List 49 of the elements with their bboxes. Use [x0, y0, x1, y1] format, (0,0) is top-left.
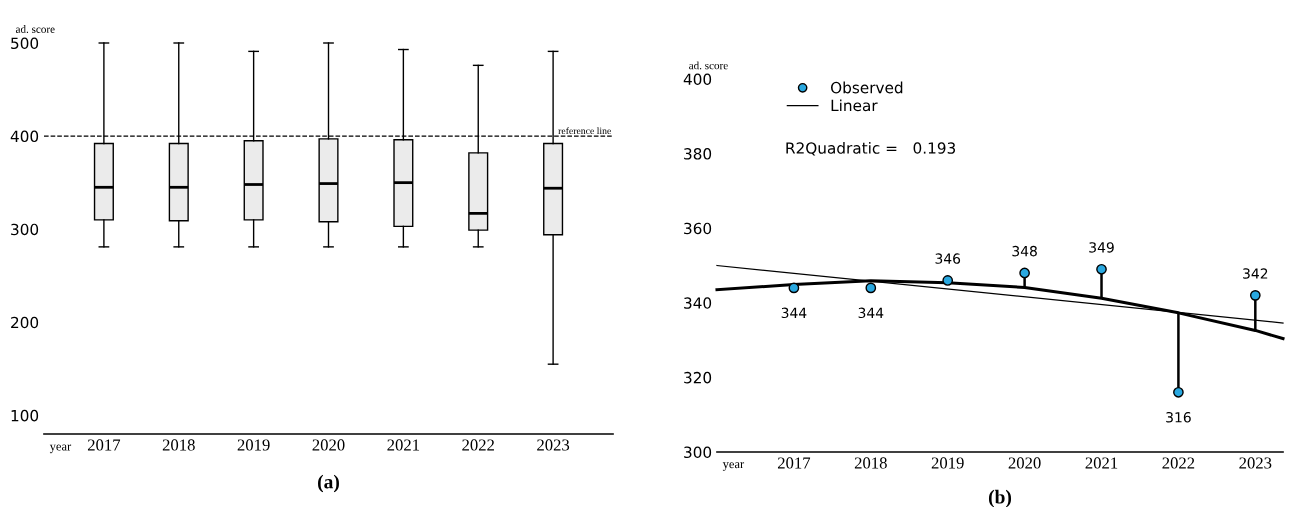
- point: [1249, 289, 1261, 301]
- point: [1173, 386, 1184, 398]
- x-tick-label: 2017: [87, 439, 121, 451]
- ref-line-label: reference line: [558, 127, 611, 135]
- y-tick-label: 340: [684, 297, 712, 309]
- y-tick-label: 300: [684, 446, 712, 459]
- x-tick-label: 2019: [931, 457, 964, 469]
- x-axis-title: year: [49, 444, 72, 454]
- point: [1019, 267, 1030, 279]
- x-axis-title: year: [722, 462, 745, 471]
- y-tick-label: 200: [11, 316, 39, 329]
- y-tick-label: 400: [10, 130, 39, 143]
- x-tick-label: 2023: [537, 439, 570, 451]
- data-label: 346: [935, 253, 961, 264]
- x-tick-label: 2020: [1008, 457, 1041, 469]
- x-tick-label: 2021: [1085, 457, 1118, 469]
- x-tick-label: 2023: [1239, 457, 1272, 469]
- y-tick-label: 300: [11, 223, 39, 236]
- legend-label: Observed: [830, 81, 903, 94]
- y-tick-label: 320: [684, 371, 712, 384]
- point: [1096, 263, 1107, 275]
- text: (b): [988, 489, 1012, 507]
- y-tick-label: 100: [11, 409, 39, 422]
- data-label: 316: [1166, 412, 1191, 423]
- legend-label: Linear: [831, 99, 878, 112]
- x-tick-label: 2019: [237, 439, 270, 451]
- x-tick-label: 2018: [854, 457, 887, 469]
- data-label: 348: [1012, 245, 1037, 257]
- y-tick-label: 380: [684, 148, 712, 160]
- x-tick-label: 2020: [312, 439, 345, 451]
- data-label: 344: [781, 307, 807, 319]
- y-tick-label: 400: [683, 73, 712, 86]
- x-tick-label: 2022: [1162, 457, 1195, 469]
- data-label: 342: [1243, 268, 1268, 279]
- point: [865, 282, 877, 294]
- x-tick-label: 2021: [387, 439, 420, 451]
- y-tick-label: 500: [11, 37, 39, 50]
- data-label: 344: [858, 307, 884, 319]
- x-tick-label: 2018: [162, 439, 195, 451]
- point: [788, 282, 800, 294]
- y-axis-title: ad. score: [689, 61, 728, 70]
- x-tick-label: 2022: [462, 439, 494, 451]
- x-tick-label: 2017: [777, 457, 811, 469]
- text: (a): [318, 474, 339, 493]
- y-axis-title: ad. score: [15, 25, 55, 33]
- data-label: 349: [1089, 242, 1114, 253]
- point: [942, 275, 954, 286]
- annotation: R2Quadratic = 0.193: [786, 141, 956, 156]
- y-tick-label: 360: [684, 222, 712, 235]
